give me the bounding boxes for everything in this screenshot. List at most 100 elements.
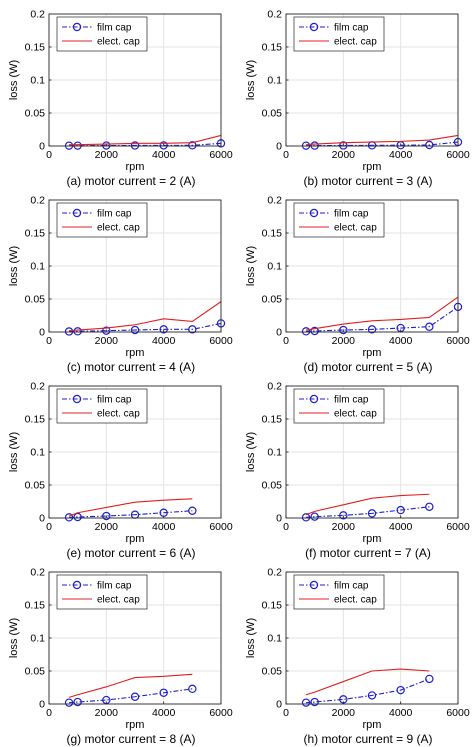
data-point-film-cap: [159, 141, 168, 150]
legend-marker: [309, 580, 319, 590]
legend-entry: film cap: [334, 23, 369, 34]
data-point-film-cap: [425, 502, 434, 511]
legend: film cap elect. cap: [293, 574, 385, 610]
y-tick-label: 0: [276, 699, 282, 711]
panel-caption: (g) motor current = 8 (A): [66, 732, 195, 746]
legend-entry: elect. cap: [334, 37, 377, 48]
y-tick-label: 0.15: [25, 600, 46, 612]
y-tick-label: 0.2: [267, 195, 282, 207]
x-axis-label: rpm: [363, 347, 382, 359]
data-point-film-cap: [310, 697, 319, 707]
series-line-film-cap: [306, 306, 459, 332]
data-point-film-cap: [301, 698, 311, 707]
legend-marker: [309, 22, 319, 32]
y-tick-label: 0.1: [30, 261, 45, 273]
y-tick-label: 0.05: [25, 480, 46, 492]
legend: film cap elect. cap: [293, 16, 385, 52]
x-tick-label: 2000: [332, 149, 356, 161]
x-tick-label: 4000: [389, 521, 413, 533]
data-point-film-cap: [339, 141, 348, 150]
y-tick-label: 0.05: [25, 666, 46, 678]
x-axis-label: rpm: [363, 161, 382, 173]
data-point-film-cap: [367, 325, 377, 334]
y-tick-label: 0.05: [25, 108, 46, 120]
legend: film cap elect. cap: [56, 16, 148, 52]
panel-caption: (b) motor current = 3 (A): [303, 174, 432, 188]
data-point-film-cap: [64, 513, 74, 522]
legend-entry: film cap: [334, 209, 369, 220]
y-tick-label: 0.15: [262, 228, 283, 240]
y-tick-label: 0.2: [267, 567, 282, 579]
x-tick-label: 2000: [95, 707, 119, 719]
legend-marker: [72, 580, 82, 590]
series-line-film-cap: [306, 506, 430, 518]
legend-box: [293, 574, 385, 610]
legend-entry: film cap: [97, 395, 132, 406]
data-point-film-cap: [339, 325, 348, 335]
legend-entry: film cap: [97, 209, 132, 220]
series-line-elect-cap: [68, 673, 193, 698]
chart-panel-4: 0 2000 4000 6000 0 0.05 0.1 0.15 0.2 rpm loss (W) (…: [245, 195, 470, 374]
x-axis-label: rpm: [363, 533, 382, 545]
legend-entry: film cap: [334, 395, 369, 406]
data-point-film-cap: [73, 697, 82, 707]
y-axis-label: loss (W): [8, 432, 20, 472]
x-tick-label: 6000: [446, 521, 470, 533]
y-axis-label: loss (W): [8, 60, 20, 100]
x-tick-label: 6000: [209, 335, 233, 347]
x-tick-label: 2000: [95, 149, 119, 161]
panel-caption: (f) motor current = 7 (A): [305, 546, 431, 560]
panel-caption: (h) motor current = 9 (A): [303, 732, 432, 746]
data-point-film-cap: [301, 513, 311, 522]
chart-panel-2: 0 2000 4000 6000 0 0.05 0.1 0.15 0.2 rpm loss (W) (…: [245, 9, 470, 188]
y-tick-label: 0: [276, 141, 282, 153]
legend-box: [293, 388, 385, 424]
x-tick-label: 2000: [95, 521, 119, 533]
x-tick-label: 0: [283, 521, 289, 533]
legend-marker: [72, 22, 82, 32]
y-tick-label: 0.1: [267, 75, 282, 87]
x-tick-label: 4000: [152, 335, 176, 347]
x-tick-label: 6000: [446, 149, 470, 161]
series-line-elect-cap: [69, 134, 222, 146]
y-axis-label: loss (W): [245, 60, 257, 100]
y-tick-label: 0.2: [30, 567, 45, 579]
y-tick-label: 0.15: [25, 42, 46, 54]
panel-caption: (e) motor current = 6 (A): [66, 546, 195, 560]
series-line-film-cap: [69, 510, 193, 518]
legend-box: [56, 202, 148, 238]
legend-box: [56, 16, 148, 52]
series-line-elect-cap: [68, 498, 193, 517]
x-tick-label: 4000: [389, 149, 413, 161]
x-tick-label: 0: [46, 335, 52, 347]
panel-caption: (d) motor current = 5 (A): [303, 360, 432, 374]
y-tick-label: 0: [39, 327, 45, 339]
legend-entry: elect. cap: [334, 595, 377, 606]
data-point-film-cap: [159, 325, 168, 334]
chart-panel-1: 0 2000 4000 6000 0 0.05 0.1 0.15 0.2 rpm loss (W) (…: [8, 9, 233, 188]
legend-box: [293, 202, 385, 238]
x-tick-label: 4000: [152, 707, 176, 719]
x-axis-label: rpm: [126, 347, 145, 359]
data-point-film-cap: [102, 326, 111, 335]
legend-box: [293, 16, 385, 52]
series-line-elect-cap: [305, 493, 430, 516]
legend-entry: elect. cap: [97, 409, 140, 420]
data-point-film-cap: [188, 506, 197, 515]
x-tick-label: 2000: [95, 335, 119, 347]
y-tick-label: 0.1: [30, 75, 45, 87]
x-axis-label: rpm: [126, 161, 145, 173]
y-axis-label: loss (W): [8, 618, 20, 658]
data-point-film-cap: [396, 685, 405, 695]
y-tick-label: 0: [39, 699, 45, 711]
x-tick-label: 6000: [209, 521, 233, 533]
series-line-film-cap: [69, 142, 222, 147]
legend-box: [56, 574, 148, 610]
series-line-elect-cap: [305, 668, 430, 696]
data-point-film-cap: [367, 509, 377, 518]
y-tick-label: 0: [276, 513, 282, 525]
data-point-film-cap: [425, 674, 434, 684]
y-tick-label: 0.15: [25, 414, 46, 426]
data-point-film-cap: [130, 692, 140, 701]
legend-marker: [72, 208, 82, 218]
